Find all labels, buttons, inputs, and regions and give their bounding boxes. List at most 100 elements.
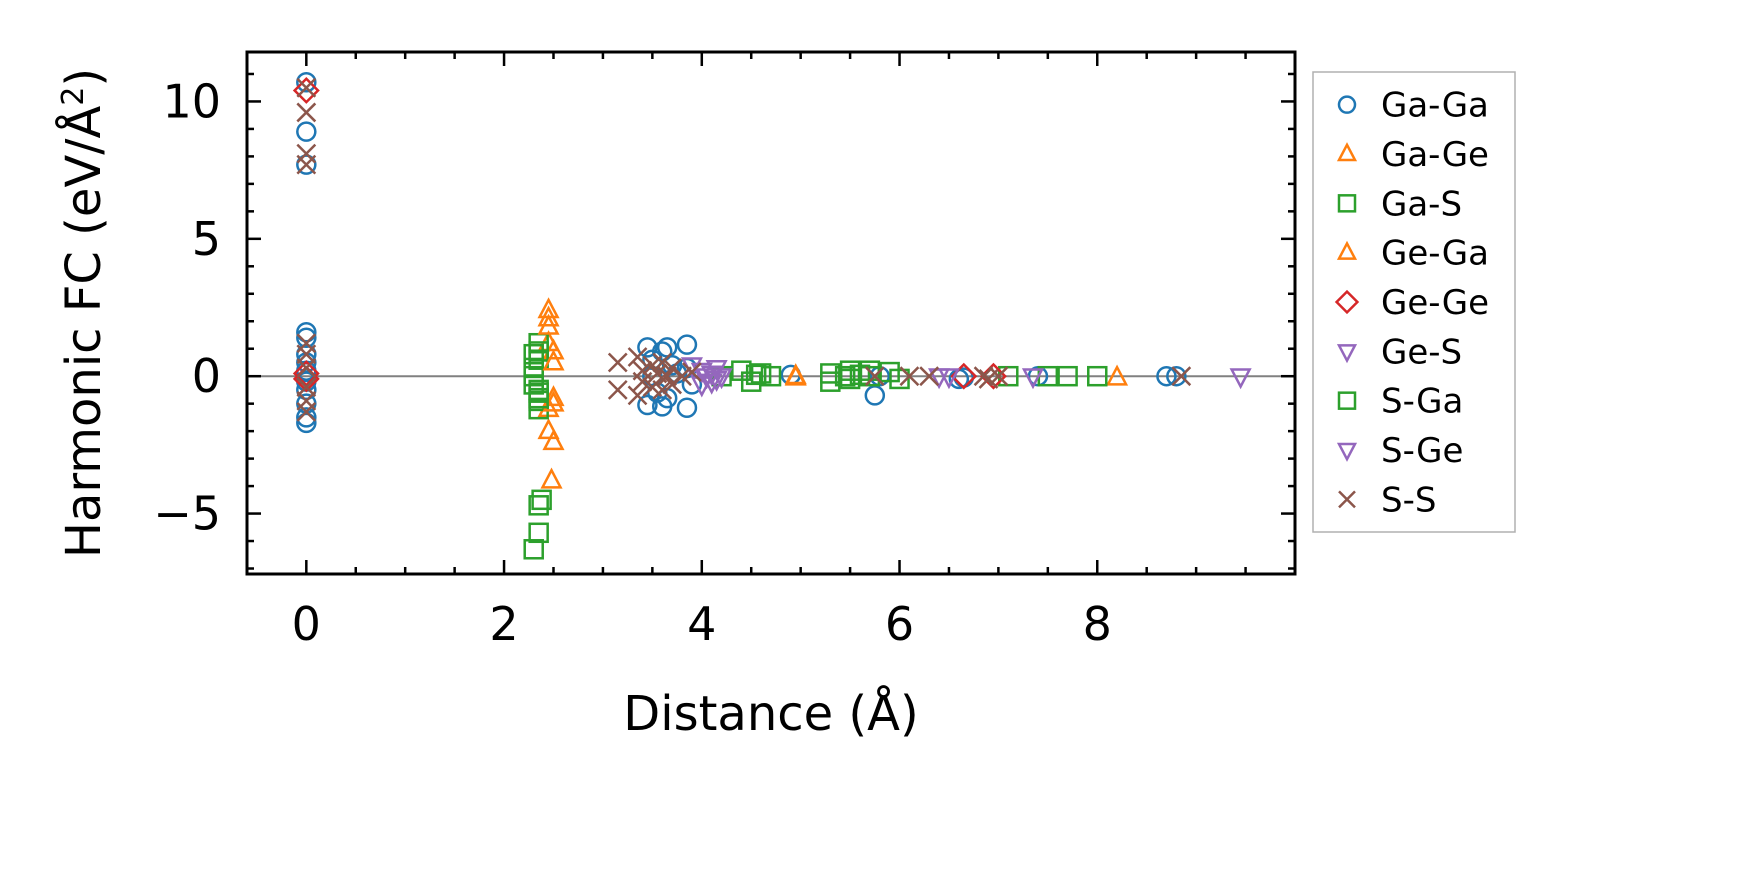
data-point <box>537 313 560 335</box>
data-point <box>540 467 563 489</box>
data-point <box>1021 368 1045 390</box>
data-point <box>682 362 702 382</box>
legend-entry: Ga-Ge <box>1336 135 1489 175</box>
data-point <box>864 366 885 387</box>
legend-marker <box>1336 344 1358 364</box>
data-point <box>1057 365 1078 387</box>
legend-label: Ge-S <box>1381 332 1462 372</box>
legend-entry: Ga-Ga <box>1337 86 1489 126</box>
legend-label: Ge-Ga <box>1381 234 1489 274</box>
legend-marker <box>1336 142 1358 162</box>
legend-marker <box>1338 490 1356 509</box>
data-point <box>637 337 658 358</box>
y-tick-label: 10 <box>162 74 221 128</box>
legend-marker <box>1334 289 1360 315</box>
y-tick-label: −5 <box>153 487 221 541</box>
legend-marker <box>1336 240 1358 260</box>
legend: Ga-Ga Ga-Ge Ga-S Ge-Ga Ge-Ge Ge-S S-Ga S-Ge S-S <box>1312 71 1516 533</box>
data-point <box>651 341 673 362</box>
data-point <box>296 412 317 434</box>
data-point <box>296 102 317 123</box>
tick-labels: 0 2 4 6 8 −5 0 5 10 <box>153 74 1112 651</box>
data-point <box>523 343 544 365</box>
data-point <box>937 368 961 390</box>
series-ge-ga <box>537 313 807 412</box>
data-point <box>296 77 317 98</box>
data-point <box>607 380 628 400</box>
y-axis-label-superscript: 2 <box>56 87 91 106</box>
legend-label: S-S <box>1381 480 1436 520</box>
data-point <box>542 429 565 451</box>
data-point <box>637 394 658 416</box>
y-tick-label: 5 <box>192 212 221 266</box>
data-point <box>834 365 856 387</box>
data-point <box>296 71 317 93</box>
data-point <box>296 121 317 142</box>
data-point <box>705 370 728 392</box>
data-point <box>627 347 648 367</box>
legend-marker <box>1337 391 1357 410</box>
legend-entry: Ge-Ge <box>1334 283 1489 323</box>
data-point <box>1156 365 1177 387</box>
data-point <box>676 334 698 355</box>
legend-entry: Ga-S <box>1337 184 1462 224</box>
y-axis-label-close: ) <box>56 68 112 87</box>
legend-label: S-Ga <box>1381 382 1463 422</box>
legend-label: Ge-Ge <box>1381 283 1489 323</box>
data-point <box>676 397 698 419</box>
legend-marker <box>1337 194 1357 213</box>
y-axis-label-main: Harmonic FC (eV/Å <box>55 106 112 559</box>
legend-label: Ga-Ge <box>1381 135 1489 175</box>
data-point <box>652 352 673 373</box>
data-point <box>760 365 782 387</box>
data-point <box>296 154 317 175</box>
x-tick-label: 8 <box>1083 597 1112 651</box>
data-point <box>632 371 653 392</box>
data-point <box>784 363 807 385</box>
y-tick-label: 0 <box>192 349 221 403</box>
legend-entry: Ge-Ga <box>1336 234 1489 274</box>
data-point <box>1087 365 1108 387</box>
data-point <box>627 385 648 406</box>
plot-frame <box>245 50 1297 576</box>
data-point <box>296 321 317 343</box>
data-point <box>296 358 317 378</box>
data-point <box>820 371 841 392</box>
data-point <box>710 368 733 390</box>
x-tick-label: 4 <box>687 597 716 651</box>
data-point <box>690 376 713 398</box>
series-s-ge <box>700 365 961 392</box>
legend-label: Ga-Ga <box>1381 86 1489 126</box>
legend-entry: S-Ga <box>1337 382 1463 422</box>
data-point <box>607 352 628 373</box>
data-point <box>745 364 767 386</box>
x-tick-label: 2 <box>489 597 518 651</box>
data-point <box>889 368 910 390</box>
x-axis-label: Distance (Å) <box>623 685 918 742</box>
data-point <box>988 366 1009 387</box>
data-point <box>849 364 871 386</box>
data-point <box>542 349 565 371</box>
y-axis-label: Harmonic FC (eV/Å2) <box>55 68 112 558</box>
data-point <box>542 390 565 412</box>
data-point <box>523 539 544 560</box>
data-point <box>531 489 552 511</box>
data-point <box>1105 364 1129 386</box>
legend-entry: Ge-S <box>1336 332 1462 372</box>
data-point <box>740 371 762 392</box>
data-point <box>652 380 673 400</box>
data-point <box>296 407 317 428</box>
data-point <box>1166 365 1187 387</box>
data-point <box>528 495 549 516</box>
x-tick-label: 0 <box>292 597 321 651</box>
data-point <box>537 305 560 327</box>
data-point <box>672 366 692 387</box>
data-point <box>296 379 317 401</box>
data-point <box>700 365 723 387</box>
data-point <box>542 338 565 360</box>
data-point <box>292 76 320 104</box>
data-point <box>1229 368 1252 390</box>
data-point <box>528 387 549 409</box>
data-point <box>919 366 940 387</box>
